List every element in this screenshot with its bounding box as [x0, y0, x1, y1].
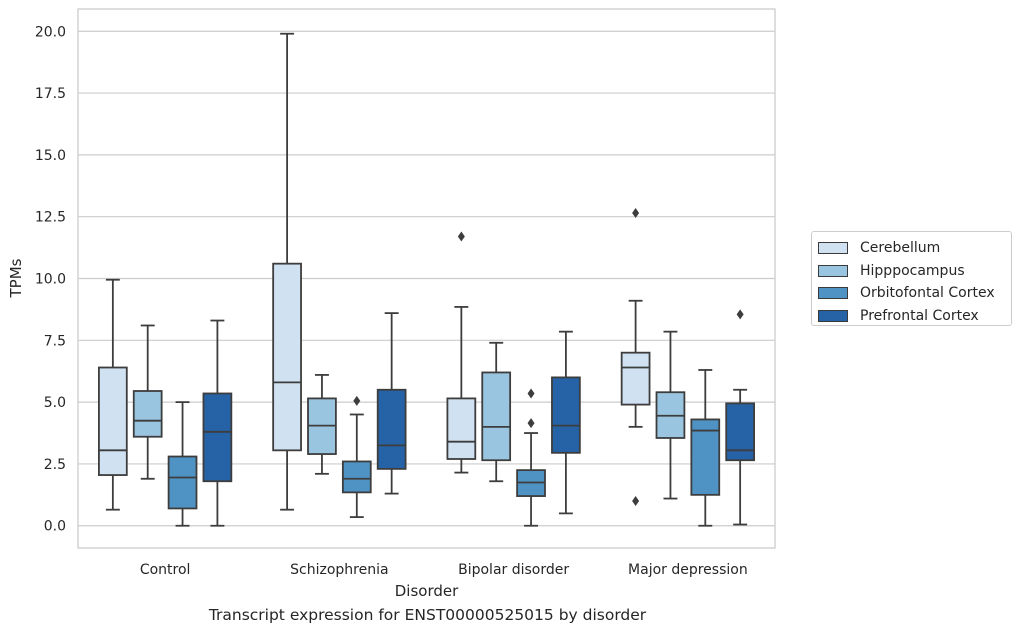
box-group	[98, 278, 128, 511]
legend-label: Cerebellum	[860, 240, 941, 257]
y-tick-label: 5.0	[44, 395, 66, 411]
outlier-point	[736, 309, 744, 320]
box-iqr	[376, 388, 407, 470]
x-tick-label: Bipolar disorder	[458, 562, 569, 578]
box-iqr	[620, 351, 651, 406]
box-group	[725, 309, 755, 526]
box-iqr	[167, 455, 198, 510]
box-group	[481, 341, 512, 483]
legend-label: Orbitofontal Cortex	[860, 285, 995, 302]
legend-item: Prefrontal Cortex	[818, 305, 1011, 328]
box-group	[307, 374, 337, 475]
box-iqr	[132, 390, 163, 438]
legend-swatch	[818, 287, 848, 300]
legend-item: Orbitofontal Cortex	[818, 282, 1011, 305]
outlier-point	[527, 388, 535, 399]
box-group	[690, 369, 721, 527]
chart-caption: Transcript expression for ENST0000052501…	[208, 606, 647, 624]
box-group	[202, 319, 233, 527]
box-iqr	[481, 371, 512, 462]
y-tick-label: 15.0	[35, 148, 66, 164]
legend-swatch	[818, 264, 848, 277]
legend-swatch	[818, 242, 848, 255]
outlier-point	[632, 496, 640, 507]
box-group	[341, 395, 372, 518]
y-tick-label: 17.5	[35, 86, 66, 102]
box-group	[132, 324, 163, 480]
box-iqr	[202, 392, 233, 483]
y-tick-label: 12.5	[35, 210, 66, 226]
box-iqr	[690, 418, 721, 496]
x-axis-ticks: Control Schizophrenia Bipolar disorder Majo…	[140, 562, 748, 578]
y-tick-label: 7.5	[44, 333, 66, 349]
box-group	[620, 207, 651, 507]
x-axis-label: Disorder	[395, 582, 459, 600]
box-iqr	[341, 460, 372, 494]
outlier-point	[457, 231, 465, 242]
box-iqr	[272, 262, 302, 452]
y-tick-label: 2.5	[44, 457, 66, 473]
y-tick-label: 10.0	[35, 272, 66, 288]
legend-item: Hipppocampus	[818, 260, 1011, 283]
y-axis-ticks: 0.0 2.5 5.0 7.5 10.0 12.5 15.0 17.5 20.0	[35, 24, 66, 534]
legend: Cerebellum Hipppocampus Orbitofontal Corte…	[811, 231, 1012, 326]
box-group	[446, 231, 477, 474]
box-group	[376, 312, 407, 495]
outlier-point	[353, 395, 361, 406]
legend-label: Hipppocampus	[860, 262, 965, 279]
x-tick-label: Schizophrenia	[290, 562, 388, 578]
box-iqr	[446, 397, 477, 460]
y-tick-label: 0.0	[44, 519, 66, 535]
legend-swatch	[818, 309, 848, 322]
box-group	[167, 401, 198, 527]
box-iqr	[98, 366, 128, 476]
box-iqr	[725, 402, 755, 462]
outlier-point	[527, 418, 535, 429]
legend-label: Prefrontal Cortex	[860, 307, 979, 324]
box-group	[551, 330, 581, 515]
y-axis-label: TPMs	[7, 258, 25, 298]
outlier-point	[632, 207, 640, 218]
box-group	[655, 330, 686, 500]
box-group	[272, 32, 302, 511]
legend-item: Cerebellum	[818, 237, 1011, 260]
box-iqr	[551, 376, 581, 454]
y-tick-label: 20.0	[35, 24, 66, 40]
x-tick-label: Control	[140, 562, 191, 578]
box-group	[516, 388, 546, 527]
x-tick-label: Major depression	[628, 562, 748, 578]
boxes	[98, 32, 755, 527]
